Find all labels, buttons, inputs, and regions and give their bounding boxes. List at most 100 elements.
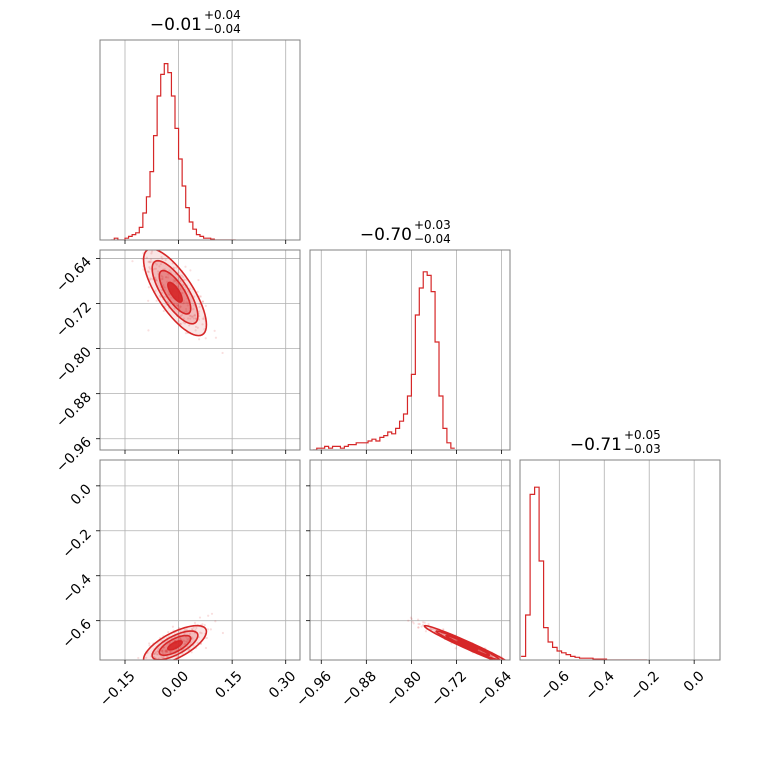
panel-frame — [309, 249, 511, 451]
sample-point — [161, 650, 164, 653]
sample-point — [416, 618, 420, 621]
sample-point — [196, 326, 199, 329]
sample-point — [417, 626, 420, 629]
sample-point — [433, 628, 436, 631]
title-minus: −0.04 — [414, 232, 451, 246]
sample-point — [165, 276, 168, 279]
sample-point — [164, 258, 167, 262]
sample-point — [167, 293, 170, 296]
sample-point — [193, 621, 197, 624]
sample-point — [177, 271, 180, 274]
sample-point — [515, 662, 517, 664]
sample-point — [151, 247, 153, 249]
sample-point — [142, 664, 144, 666]
sample-point — [201, 323, 204, 326]
sample-point — [198, 295, 201, 298]
sample-point — [201, 300, 204, 303]
sample-point — [156, 649, 159, 653]
sample-point — [195, 626, 198, 630]
contour-level — [167, 640, 183, 651]
sample-point — [105, 212, 107, 214]
sample-point — [147, 270, 150, 273]
sample-point — [164, 650, 167, 653]
panel-frame — [99, 459, 301, 661]
sample-point — [538, 673, 540, 675]
sample-point — [155, 263, 158, 266]
sample-point — [163, 661, 165, 663]
sample-point — [175, 303, 178, 307]
sample-point — [174, 279, 177, 283]
sample-point — [176, 281, 179, 284]
sample-point — [183, 278, 186, 281]
sample-point — [189, 314, 193, 317]
sample-point — [163, 268, 166, 271]
sample-point — [204, 337, 207, 340]
sample-point — [170, 296, 173, 299]
sample-point — [192, 317, 195, 320]
sample-point — [205, 636, 208, 640]
sample-point — [147, 299, 150, 302]
sample-point — [162, 646, 165, 649]
sample-point — [143, 661, 145, 663]
sample-point — [192, 314, 195, 318]
sample-point — [188, 324, 191, 327]
sample-point — [172, 266, 175, 269]
sample-point — [161, 257, 164, 260]
sample-point — [210, 612, 214, 615]
sample-point — [144, 244, 146, 246]
sample-point — [424, 630, 428, 633]
sample-point — [512, 666, 514, 668]
sample-point — [154, 651, 157, 655]
sample-point — [429, 627, 432, 630]
sample-point — [182, 639, 185, 642]
sample-point — [186, 301, 189, 304]
sample-point — [418, 623, 421, 626]
sample-point — [171, 625, 175, 628]
sample-point — [183, 301, 186, 304]
sample-point — [190, 627, 193, 630]
sample-point — [165, 650, 168, 653]
sample-point — [183, 632, 186, 635]
sample-point — [189, 269, 192, 272]
sample-point — [165, 655, 169, 658]
sample-point — [172, 280, 176, 283]
sample-point — [430, 628, 433, 631]
sample-point — [153, 267, 156, 271]
sample-point — [412, 622, 415, 625]
sample-point — [160, 639, 164, 642]
sample-point — [155, 299, 158, 302]
sample-point — [164, 649, 167, 652]
sample-point — [145, 256, 148, 259]
x-tick-label: 0.0 — [681, 668, 708, 695]
sample-point — [508, 665, 510, 667]
sample-point — [177, 319, 180, 323]
sample-point — [191, 315, 194, 319]
sample-point — [173, 307, 176, 310]
sample-point — [186, 304, 189, 307]
panel-frame — [99, 249, 301, 451]
title-median: −0.70 — [360, 225, 412, 245]
panel-1-0 — [96, 212, 301, 454]
sample-point — [138, 668, 140, 670]
sample-point — [168, 269, 171, 272]
sample-point — [158, 265, 161, 268]
sample-point — [213, 329, 216, 332]
sample-point — [184, 265, 187, 268]
sample-point — [162, 283, 165, 287]
sample-point — [151, 665, 153, 667]
sample-point — [166, 276, 170, 279]
sample-point — [187, 317, 190, 320]
sample-point — [202, 317, 206, 321]
sample-point — [174, 665, 176, 667]
sample-point — [175, 655, 178, 658]
sample-point — [198, 616, 202, 619]
sample-point — [161, 277, 164, 280]
sample-point — [160, 649, 164, 652]
sample-point — [187, 649, 190, 652]
sample-point — [158, 294, 162, 297]
sample-point — [165, 650, 169, 653]
x-tick-label: −0.64 — [474, 668, 516, 710]
sample-point — [194, 325, 198, 328]
sample-point — [150, 252, 153, 255]
y-tick-label: −0.96 — [53, 434, 95, 476]
